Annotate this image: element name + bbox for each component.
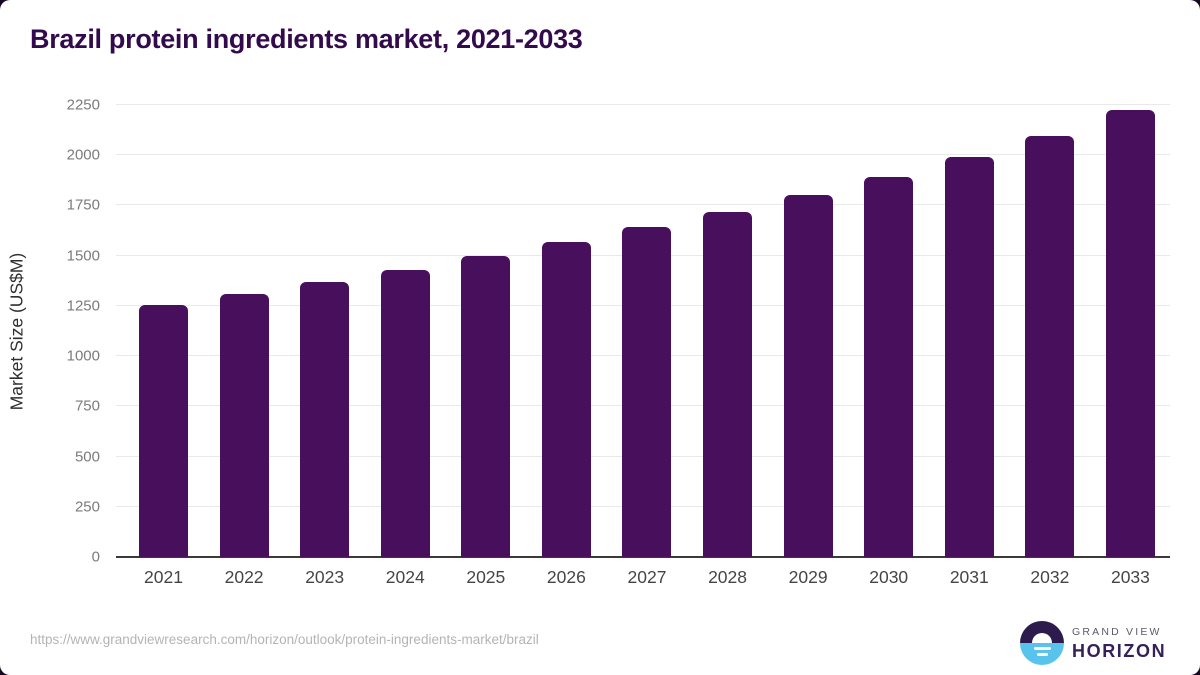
x-tick-labels: 2021 2022 2023 2024 2025 2026 2027 2028 2029 2030…	[116, 567, 1170, 588]
gridline	[116, 204, 1170, 206]
brand-text: GRAND VIEW HORIZON	[1072, 627, 1166, 660]
x-tick-label: 2025	[466, 567, 506, 587]
y-tick-label: 1500	[66, 247, 100, 265]
bar-2031	[944, 156, 994, 557]
y-tick-label: 2000	[66, 146, 100, 164]
y-tick-label: 1250	[66, 297, 100, 315]
y-tick-label: 750	[74, 397, 100, 415]
bar-2028	[703, 211, 753, 557]
bar-2029	[783, 194, 833, 557]
bars	[116, 105, 1170, 557]
x-tick-label: 2021	[144, 567, 183, 587]
bar-2033	[1105, 109, 1155, 557]
gridline	[116, 104, 1170, 105]
x-axis-line	[116, 556, 1170, 558]
icon-wave-line	[1034, 647, 1051, 650]
x-tick-label: 2030	[869, 567, 909, 587]
brand-name-bottom: HORIZON	[1072, 640, 1167, 661]
x-tick-label: 2028	[708, 567, 748, 587]
icon-wave-line	[1037, 653, 1048, 656]
x-tick-label: 2026	[546, 567, 586, 587]
bar-2030	[864, 176, 914, 557]
x-tick-label: 2024	[385, 567, 425, 587]
x-tick-label: 2027	[627, 567, 667, 587]
horizon-sunrise-icon	[1020, 621, 1064, 665]
chart-title: Brazil protein ingredients market, 2021-…	[30, 24, 583, 54]
x-tick-label: 2022	[224, 567, 264, 587]
y-tick-label: 1000	[66, 347, 100, 365]
x-tick-label: 2029	[788, 567, 828, 587]
y-tick-label: 2250	[66, 96, 100, 114]
y-tick-label: 0	[91, 548, 100, 566]
bar-2026	[541, 242, 591, 557]
x-tick-label: 2023	[305, 567, 345, 587]
bar-2021	[139, 304, 188, 557]
bar-2022	[219, 293, 269, 557]
y-tick-label: 250	[74, 498, 100, 516]
bar-2032	[1025, 135, 1075, 557]
x-tick-label: 2032	[1030, 567, 1070, 587]
gridline	[116, 154, 1170, 156]
bar-2025	[461, 255, 511, 557]
bar-2027	[622, 227, 672, 557]
icon-top-half	[1020, 621, 1064, 643]
brand-name-top: GRAND VIEW	[1072, 626, 1162, 638]
bar-chart-plot-area	[116, 104, 1170, 558]
y-tick-label: 1750	[66, 196, 100, 214]
y-tick-label: 500	[74, 448, 100, 466]
source-url: https://www.grandviewresearch.com/horizo…	[30, 632, 539, 647]
bar-2024	[380, 270, 430, 557]
bar-2023	[300, 281, 350, 557]
x-tick-label: 2033	[1110, 567, 1150, 587]
y-tick-labels: 0 250 500 750 1000 1250 1500 1750 2000 2250	[0, 98, 106, 565]
x-tick-label: 2031	[949, 567, 989, 587]
